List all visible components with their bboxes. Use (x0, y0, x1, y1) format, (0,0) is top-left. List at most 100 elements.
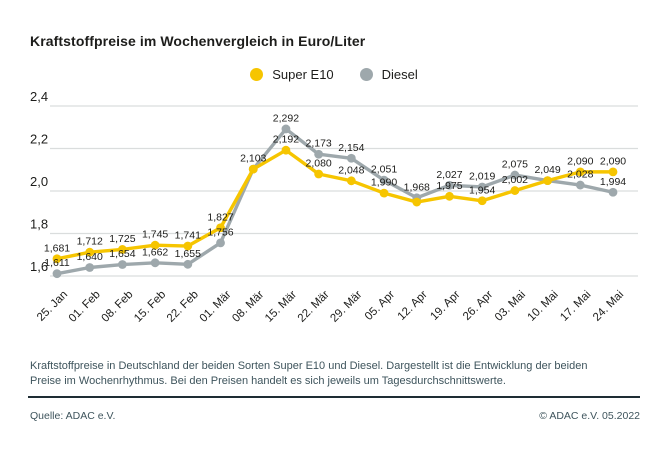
copyright-label: © ADAC e.V. 05.2022 (539, 410, 640, 422)
value-label-super-e10: 2,080 (306, 158, 332, 170)
value-label-diesel: 1,968 (404, 181, 430, 193)
legend-label-diesel: Diesel (381, 67, 418, 82)
value-label-diesel: 2,051 (371, 164, 397, 176)
data-point-super-e10 (314, 169, 324, 179)
legend-item-super-e10: Super E10 (250, 67, 334, 82)
value-label-super-e10: 1,827 (207, 211, 233, 223)
x-axis-tick-label: 17. Mai (558, 289, 593, 324)
y-axis-tick-label: 1,8 (30, 217, 48, 232)
data-point-diesel (216, 238, 225, 248)
data-point-super-e10 (543, 176, 552, 185)
series-line-diesel (55, 127, 615, 276)
value-label-super-e10: 1,725 (109, 233, 135, 245)
value-label-super-e10: 1,745 (142, 229, 168, 241)
value-label-super-e10: 2,090 (600, 155, 626, 167)
data-point-super-e10 (575, 167, 585, 177)
x-axis-tick-label: 03. Mai (493, 289, 528, 324)
diesel-dot-icon (359, 68, 373, 81)
data-point-super-e10 (216, 223, 225, 233)
value-label-super-e10: 1,954 (469, 184, 495, 196)
x-axis-tick-label: 15. Mär (263, 289, 299, 325)
value-label-super-e10: 2,103 (240, 153, 266, 165)
value-label-diesel: 1,611 (44, 257, 70, 269)
x-axis-tick-label: 10. Mai (526, 289, 561, 324)
value-label-diesel: 1,640 (77, 251, 103, 263)
data-point-diesel (510, 170, 520, 180)
value-label-diesel: 2,049 (534, 164, 560, 176)
data-point-super-e10 (52, 254, 62, 264)
data-point-super-e10 (85, 247, 95, 257)
x-axis-tick-label: 25. Jan (35, 289, 70, 324)
data-point-super-e10 (477, 196, 487, 206)
data-point-diesel (346, 153, 356, 163)
x-axis-tick-label: 01. Feb (67, 289, 103, 325)
data-point-diesel (150, 258, 160, 268)
data-point-super-e10 (281, 145, 291, 155)
series-line-super-e10 (55, 148, 615, 261)
value-label-diesel: 1,655 (175, 248, 201, 260)
chart-title: Kraftstoffpreise im Wochenvergleich in E… (30, 33, 366, 49)
x-axis-tick-label: 22. Mär (296, 289, 332, 325)
data-point-super-e10 (346, 176, 356, 186)
value-label-super-e10: 2,192 (273, 134, 299, 146)
data-point-diesel (52, 269, 62, 279)
value-label-super-e10: 2,090 (567, 155, 593, 167)
y-axis-tick-label: 2,2 (30, 132, 48, 147)
value-label-super-e10: 1,681 (44, 242, 70, 254)
value-label-diesel: 2,075 (502, 159, 528, 171)
data-point-diesel (281, 124, 291, 134)
data-point-diesel (379, 175, 389, 185)
source-label: Quelle: ADAC e.V. (30, 410, 116, 422)
y-axis-tick-label: 2,4 (30, 89, 48, 104)
data-point-diesel (183, 259, 193, 269)
value-label-diesel: 1,662 (142, 246, 168, 258)
legend-label-super-e10: Super E10 (272, 67, 334, 82)
data-point-super-e10 (248, 164, 258, 174)
value-label-diesel: 1,654 (109, 248, 135, 260)
data-point-diesel (85, 263, 95, 272)
data-point-super-e10 (510, 186, 520, 195)
y-axis-tick-label: 1,6 (30, 259, 48, 274)
y-axis-tick-label: 2,0 (30, 174, 48, 189)
value-label-diesel: 1,756 (207, 226, 233, 238)
data-point-super-e10 (118, 245, 127, 254)
data-point-super-e10 (445, 191, 454, 201)
value-label-diesel: 2,154 (338, 142, 364, 154)
footer-divider (28, 396, 640, 398)
value-label-super-e10: 2,048 (338, 164, 364, 176)
data-point-diesel (445, 180, 454, 190)
value-label-diesel: 1,994 (600, 176, 626, 188)
data-point-diesel (118, 260, 127, 269)
value-label-super-e10: 2,002 (502, 174, 528, 186)
chart-legend: Super E10 Diesel (0, 67, 668, 82)
value-label-diesel: 2,028 (567, 169, 593, 181)
data-point-super-e10 (608, 167, 618, 177)
value-label-super-e10: 1,975 (436, 180, 462, 192)
x-axis-tick-label: 05. Apr (363, 289, 397, 323)
x-axis-tick-label: 12. Apr (396, 289, 430, 323)
data-point-diesel (314, 149, 324, 159)
value-label-diesel: 2,019 (469, 170, 495, 182)
data-point-diesel (575, 180, 585, 190)
data-point-super-e10 (150, 240, 160, 250)
value-label-super-e10: 1,741 (175, 230, 201, 242)
data-point-diesel (608, 187, 618, 197)
legend-item-diesel: Diesel (359, 67, 418, 82)
value-label-diesel: 2,292 (273, 112, 299, 124)
x-axis-tick-label: 19. Apr (428, 289, 462, 323)
x-axis-tick-label: 08. Mär (230, 289, 266, 325)
super-e10-dot-icon (250, 68, 264, 81)
x-axis-tick-label: 24. Mai (591, 289, 626, 324)
data-point-super-e10 (183, 241, 193, 251)
x-axis-tick-label: 29. Mär (328, 289, 364, 325)
data-point-diesel (477, 182, 487, 192)
value-label-diesel: 2,027 (436, 169, 462, 181)
value-label-super-e10: 1,712 (77, 236, 103, 248)
chart-footnote: Kraftstoffpreise in Deutschland der beid… (30, 360, 588, 387)
x-axis-tick-label: 08. Feb (99, 289, 135, 325)
data-point-super-e10 (379, 188, 389, 198)
data-point-super-e10 (412, 197, 422, 207)
x-axis-tick-label: 26. Apr (461, 289, 495, 323)
